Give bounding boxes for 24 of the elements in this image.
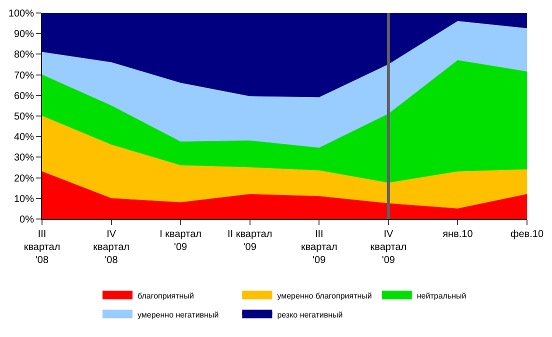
y-tick-label: 60%	[14, 90, 34, 102]
legend-label: благоприятный	[138, 291, 194, 300]
y-tick-label: 10%	[14, 194, 34, 205]
x-tick-label: I квартал '09	[160, 229, 202, 253]
y-tick-label: 100%	[8, 8, 34, 20]
legend-label: умеренно негативный	[138, 310, 219, 320]
x-tick-label: IV квартал '08	[93, 229, 130, 266]
legend-label: резко негативный	[277, 310, 343, 320]
y-tick-label: 90%	[14, 29, 34, 40]
x-tick-label: янв.10	[442, 229, 474, 240]
x-tick-label: III квартал '09	[300, 229, 338, 266]
y-tick-label: 0%	[20, 214, 34, 226]
x-tick-label: IV квартал '09	[370, 229, 407, 266]
x-tick-label: II квартал '09	[228, 229, 272, 253]
y-tick-label: 70%	[14, 70, 34, 82]
y-tick-label: 30%	[14, 152, 34, 164]
y-tick-label: 20%	[14, 173, 34, 184]
y-tick-label: 50%	[14, 112, 34, 122]
y-tick-label: 40%	[14, 132, 34, 144]
legend-label: нейтральный	[416, 291, 466, 300]
y-tick-label: 80%	[14, 50, 34, 61]
x-tick-label: фев.10	[510, 229, 544, 240]
x-tick-label: III квартал '08	[24, 229, 60, 266]
legend-label: умеренно благоприятный	[277, 291, 372, 300]
